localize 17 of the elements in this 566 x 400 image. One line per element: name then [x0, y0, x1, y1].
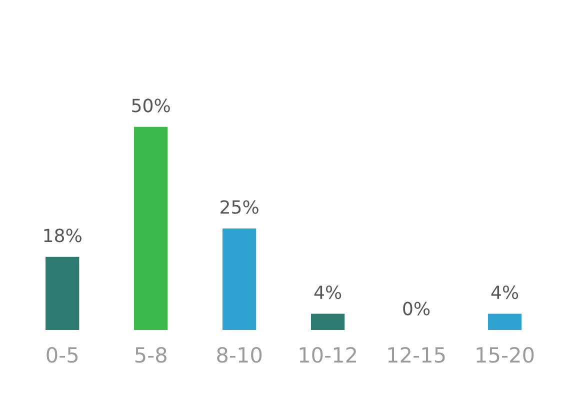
x-tick-label: 8-10 — [217, 347, 262, 363]
bar — [134, 126, 168, 330]
bar — [222, 228, 256, 330]
x-tick-label: 12-15 — [388, 347, 445, 363]
data-label: 18% — [44, 228, 82, 242]
data-label: 4% — [314, 285, 342, 300]
x-tick-label: 10-12 — [300, 347, 356, 363]
bar — [310, 314, 345, 330]
x-tick-label: 15-20 — [476, 347, 534, 363]
bar — [46, 256, 80, 330]
x-tick-label: 0-5 — [46, 347, 78, 363]
bar — [488, 314, 522, 330]
data-label: 4% — [491, 285, 518, 300]
data-label: 0% — [403, 302, 430, 316]
data-label: 25% — [220, 200, 258, 214]
data-label: 50% — [132, 98, 170, 112]
x-tick-label: 5-8 — [135, 347, 166, 363]
